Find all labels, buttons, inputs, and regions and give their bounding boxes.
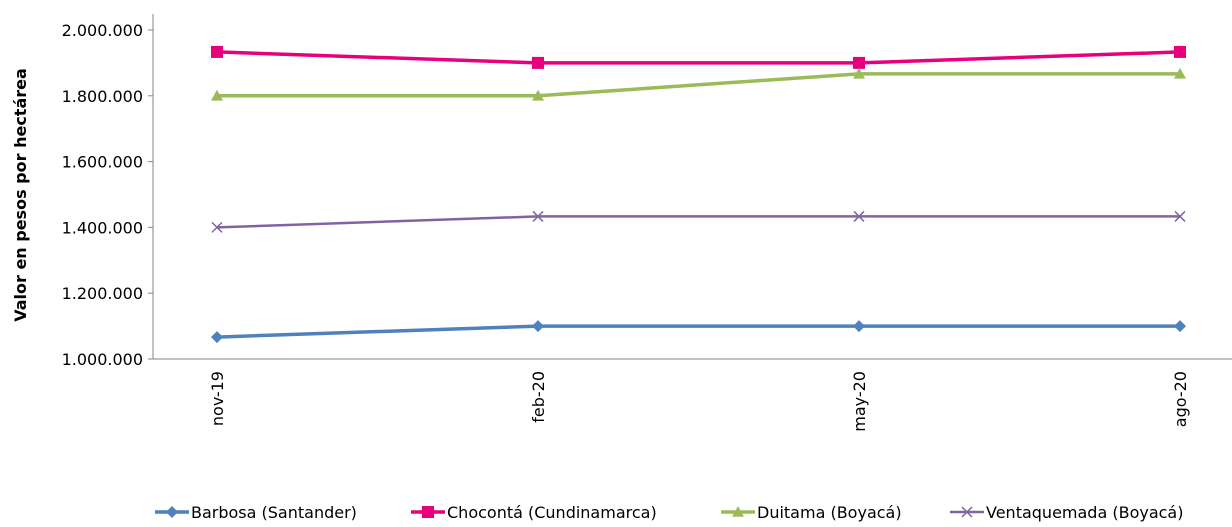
y-tick-labels: 1.000.000 1.200.000 1.400.000 1.600.000 1.80… <box>62 21 143 369</box>
legend-item: Ventaquemada (Boyacá) <box>950 503 1183 522</box>
data-point <box>1174 45 1186 58</box>
data-point <box>532 56 544 69</box>
data-point <box>961 506 973 518</box>
data-point <box>1174 210 1186 222</box>
series-1 <box>211 45 1186 69</box>
y-tick-label: 1.000.000 <box>62 350 143 369</box>
data-point <box>211 89 223 101</box>
data-point <box>853 67 865 79</box>
x-tick-label: ago-20 <box>1171 371 1190 427</box>
y-tick-label: 1.200.000 <box>62 284 143 303</box>
data-point <box>532 320 544 333</box>
series-line <box>216 324 1180 339</box>
series-line <box>217 72 1180 98</box>
legend-item: Chocontá (Cundinamarca) <box>411 503 657 522</box>
series-line <box>216 50 1181 65</box>
x-tick-labels: nov-19 feb-20 may-20 ago-20 <box>208 371 1190 432</box>
data-point <box>211 221 223 233</box>
series-3 <box>211 210 1186 233</box>
y-tick-label: 1.800.000 <box>62 87 143 106</box>
data-point <box>1174 67 1186 79</box>
data-point <box>166 506 178 518</box>
legend-label: Ventaquemada (Boyacá) <box>986 503 1183 522</box>
legend-label: Barbosa (Santander) <box>191 503 357 522</box>
data-point <box>853 56 865 69</box>
series-line <box>216 215 1180 229</box>
data-point <box>532 89 544 101</box>
y-tick-label: 1.400.000 <box>62 218 143 237</box>
y-tick-label: 2.000.000 <box>62 21 143 40</box>
data-point <box>532 210 544 222</box>
series-2 <box>211 67 1186 101</box>
legend-label: Chocontá (Cundinamarca) <box>447 503 657 522</box>
x-tick-label: may-20 <box>850 371 869 432</box>
axes <box>148 14 1232 360</box>
series-layer <box>211 45 1186 344</box>
legend-item: Barbosa (Santander) <box>155 503 357 522</box>
data-point <box>211 331 223 344</box>
y-axis-title: Valor en pesos por hectárea <box>11 68 30 322</box>
data-point <box>211 45 223 58</box>
legend-label: Duitama (Boyacá) <box>757 503 902 522</box>
data-point <box>732 506 744 517</box>
data-point <box>853 210 865 222</box>
series-0 <box>211 320 1186 344</box>
x-tick-label: feb-20 <box>529 371 548 423</box>
legend: Barbosa (Santander) Chocontá (Cundinamarc… <box>155 503 1183 522</box>
x-tick-label: nov-19 <box>208 371 227 426</box>
data-point <box>422 506 434 518</box>
legend-item: Duitama (Boyacá) <box>721 503 902 522</box>
data-point <box>853 320 865 333</box>
y-tick-label: 1.600.000 <box>62 153 143 172</box>
data-point <box>1174 320 1186 333</box>
